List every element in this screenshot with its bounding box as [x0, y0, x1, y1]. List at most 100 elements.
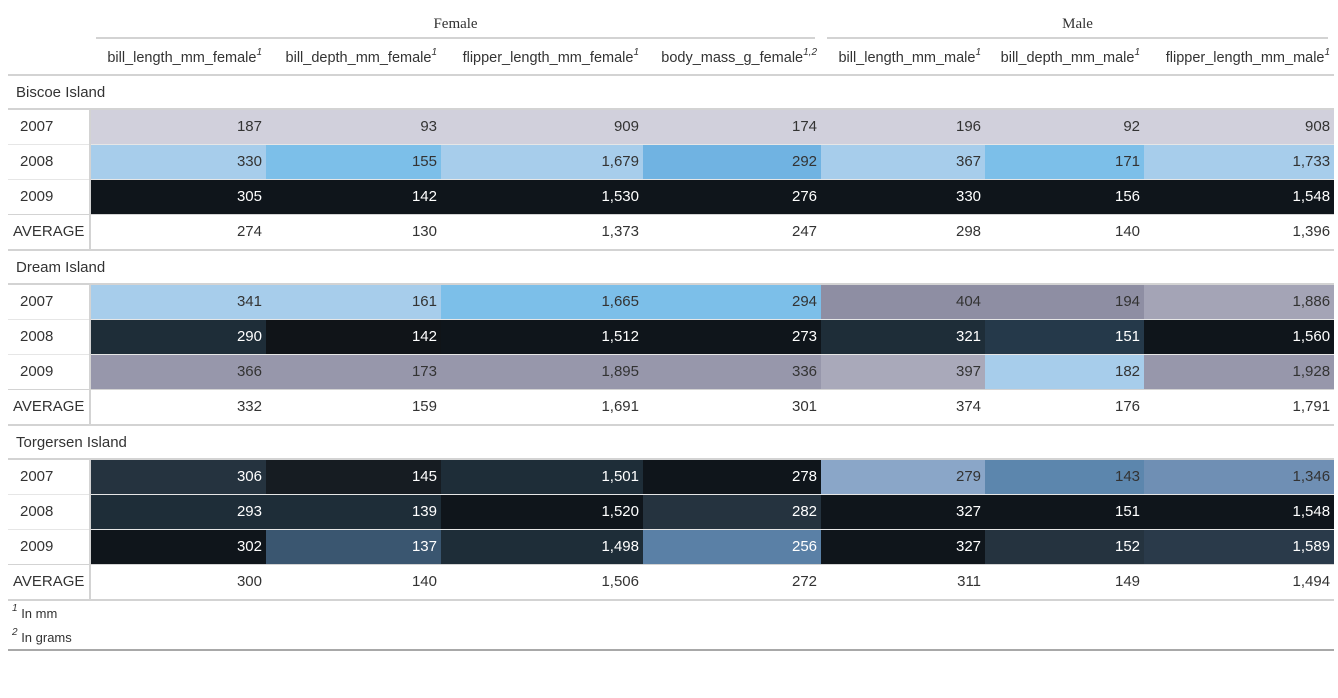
- table-cell: 143: [985, 458, 1145, 494]
- column-label-bill-length-mm-female: bill_length_mm_female1: [90, 41, 266, 76]
- column-labels-row: bill_length_mm_female1 bill_depth_mm_fema…: [8, 41, 1335, 76]
- table-cell: 1,928: [1144, 353, 1335, 389]
- table-cell: 367: [821, 143, 986, 179]
- table-cell: 187: [90, 108, 266, 144]
- table-footnotes: 1 In mm 2 In grams: [8, 600, 1335, 651]
- stub-spanner-empty: [8, 8, 90, 41]
- column-label-text: bill_depth_mm_male: [1000, 49, 1135, 66]
- column-label-bill-length-mm-male: bill_length_mm_male1: [821, 41, 986, 76]
- summary-cell: 332: [90, 388, 266, 426]
- summary-cell: 1,506: [441, 563, 643, 601]
- summary-cell: 298: [821, 213, 986, 251]
- table-cell: 908: [1144, 108, 1335, 144]
- table-cell: 1,548: [1144, 178, 1335, 214]
- table-cell: 404: [821, 283, 986, 319]
- table-cell: 1,548: [1144, 493, 1335, 529]
- table-cell: 1,512: [441, 318, 643, 354]
- table-cell: 171: [985, 143, 1145, 179]
- spanner-row: Female Male: [8, 8, 1334, 41]
- row-stub-year: 2009: [8, 178, 91, 214]
- column-label-text: bill_length_mm_male: [838, 49, 976, 66]
- row-group-heading: Biscoe Island: [8, 75, 1335, 110]
- table-cell: 305: [90, 178, 266, 214]
- table-row: 2007 306 145 1,501 278 279 143 1,346: [8, 458, 1335, 494]
- footnote-text: In grams: [21, 629, 72, 645]
- column-label-text: bill_depth_mm_female: [285, 49, 432, 66]
- footnote-1: 1 In mm: [8, 600, 1334, 625]
- row-group-heading: Dream Island: [8, 250, 1335, 285]
- summary-cell: 140: [985, 213, 1145, 251]
- summary-cell: 1,373: [441, 213, 643, 251]
- column-label-bill-depth-mm-female: bill_depth_mm_female1: [266, 41, 441, 76]
- row-stub-year: 2008: [8, 143, 91, 179]
- summary-cell: 300: [90, 563, 266, 601]
- footnote-2: 2 In grams: [8, 625, 1335, 651]
- table-cell: 294: [643, 283, 822, 319]
- column-label-text: bill_length_mm_female: [107, 49, 257, 66]
- column-label-text: body_mass_g_female: [661, 49, 804, 66]
- summary-cell: 247: [643, 213, 822, 251]
- spanner-female: Female: [90, 8, 821, 41]
- row-stub-year: 2008: [8, 493, 91, 529]
- group-title: Torgersen Island: [8, 425, 1335, 460]
- table-header: Female Male bill_length_mm_female1 bill_d…: [8, 8, 1335, 76]
- table-cell: 293: [90, 493, 266, 529]
- table-row: 2007 341 161 1,665 294 404 194 1,886: [8, 283, 1335, 319]
- column-label-body-mass-g-female: body_mass_g_female1,2: [643, 41, 822, 76]
- spanner-male: Male: [821, 8, 1334, 41]
- table-cell: 1,895: [441, 353, 643, 389]
- summary-cell: 1,396: [1144, 213, 1335, 251]
- summary-label: AVERAGE: [8, 388, 91, 426]
- table-cell: 92: [985, 108, 1145, 144]
- footnote-mark: 1: [975, 46, 982, 58]
- summary-cell: 311: [821, 563, 986, 601]
- row-stub-year: 2008: [8, 318, 91, 354]
- table-cell: 1,560: [1144, 318, 1335, 354]
- table-cell: 155: [266, 143, 441, 179]
- table-cell: 156: [985, 178, 1145, 214]
- table-cell: 174: [643, 108, 822, 144]
- column-label-bill-depth-mm-male: bill_depth_mm_male1: [985, 41, 1145, 76]
- table-row: 2009 366 173 1,895 336 397 182 1,928: [8, 353, 1335, 389]
- table-cell: 137: [266, 528, 441, 564]
- footnote-mark: 1: [12, 602, 18, 614]
- table-cell: 1,679: [441, 143, 643, 179]
- table-cell: 151: [985, 318, 1145, 354]
- table-cell: 292: [643, 143, 822, 179]
- summary-row: AVERAGE 300 140 1,506 272 311 149 1,494: [8, 563, 1335, 601]
- spanner-male-label: Male: [827, 10, 1329, 39]
- table-cell: 1,501: [441, 458, 643, 494]
- row-stub-year: 2009: [8, 528, 91, 564]
- summary-cell: 272: [643, 563, 822, 601]
- spanner-female-label: Female: [96, 10, 816, 39]
- table-cell: 327: [821, 528, 986, 564]
- summary-cell: 1,691: [441, 388, 643, 426]
- summary-cell: 1,494: [1144, 563, 1335, 601]
- table-body: Biscoe Island 2007 187 93 909 174 196 92 908 2008…: [8, 75, 1335, 601]
- footnote-row: 2 In grams: [8, 625, 1335, 651]
- row-stub-year: 2007: [8, 108, 91, 144]
- table-cell: 276: [643, 178, 822, 214]
- table-row: 2008 330 155 1,679 292 367 171 1,733: [8, 143, 1335, 179]
- summary-cell: 274: [90, 213, 266, 251]
- table-cell: 173: [266, 353, 441, 389]
- column-label-text: flipper_length_mm_female: [462, 49, 634, 66]
- table-cell: 142: [266, 178, 441, 214]
- table-cell: 1,665: [441, 283, 643, 319]
- table-cell: 397: [821, 353, 986, 389]
- table-cell: 306: [90, 458, 266, 494]
- penguin-summary-table: Female Male bill_length_mm_female1 bill_d…: [8, 8, 1335, 651]
- table-cell: 336: [643, 353, 822, 389]
- table-cell: 196: [821, 108, 986, 144]
- summary-row: AVERAGE 274 130 1,373 247 298 140 1,396: [8, 213, 1335, 251]
- footnote-mark: 1: [431, 46, 437, 58]
- table-cell: 1,589: [1144, 528, 1335, 564]
- group-title: Biscoe Island: [8, 75, 1335, 110]
- summary-cell: 1,791: [1144, 388, 1335, 426]
- summary-label: AVERAGE: [8, 563, 91, 601]
- table-cell: 1,498: [441, 528, 643, 564]
- table-cell: 145: [266, 458, 441, 494]
- table-cell: 282: [643, 493, 822, 529]
- column-label-flipper-length-mm-male: flipper_length_mm_male1: [1144, 41, 1335, 76]
- table-cell: 366: [90, 353, 266, 389]
